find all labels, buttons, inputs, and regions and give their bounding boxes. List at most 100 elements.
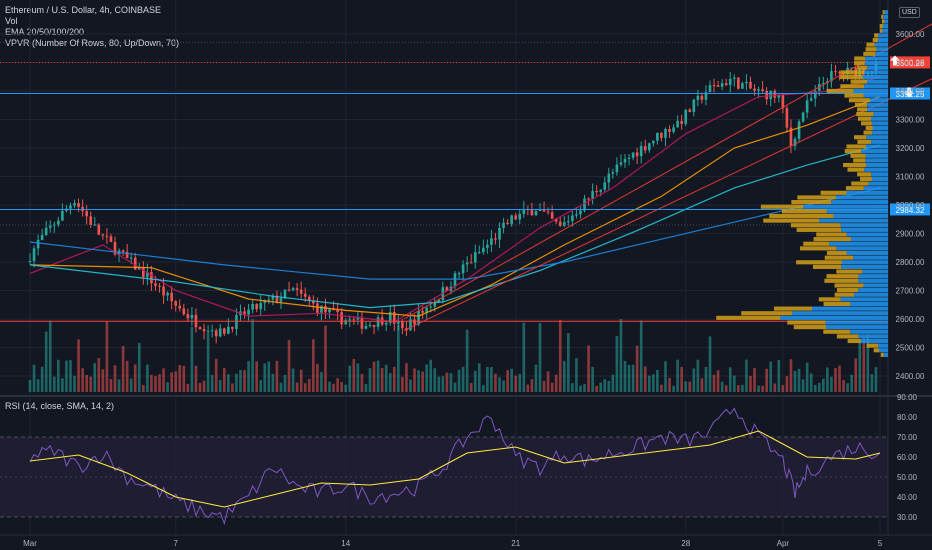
candle-body (603, 182, 607, 190)
candle-body (546, 211, 550, 213)
candle-body (101, 234, 105, 236)
vpvr-row-up (846, 232, 888, 237)
candle-body (121, 250, 125, 252)
vpvr-row-down (853, 158, 866, 163)
vpvr-row-down (847, 167, 865, 172)
volume-bar (222, 367, 226, 392)
volume-bar (534, 364, 538, 392)
candle-body (631, 152, 635, 158)
volume-bar (619, 319, 623, 392)
candle-body (623, 158, 627, 163)
candle-body (558, 221, 562, 226)
candle-body (437, 300, 441, 303)
candle-body (243, 311, 246, 315)
candle-body (348, 319, 352, 321)
vpvr-row-up (875, 51, 888, 56)
candle-body (360, 317, 364, 329)
vpvr-row-up (846, 250, 888, 256)
candle-body (36, 239, 40, 249)
vpvr-row-down (834, 283, 864, 288)
volume-bar (154, 376, 157, 392)
volume-bar (611, 374, 615, 392)
candle-body (150, 272, 153, 284)
candle-body (830, 71, 833, 82)
time-tick-label: 7 (173, 539, 178, 548)
vpvr-row-up (882, 28, 888, 33)
candle-body (550, 212, 554, 219)
volume-bar (785, 376, 789, 392)
volume-bar (433, 368, 437, 392)
vpvr-row-up (803, 204, 888, 209)
vpvr-row-down (857, 116, 871, 121)
vpvr-row-down (857, 172, 872, 177)
vpvr-row-up (863, 93, 888, 98)
vpvr-row-up (841, 227, 888, 232)
volume-bar (125, 360, 129, 392)
candle-body (737, 77, 740, 89)
candle-body (469, 262, 473, 264)
volume-bar (150, 374, 153, 392)
price-label: 3500.28 (896, 59, 925, 68)
rsi-tick-label: 50.00 (897, 473, 918, 482)
candle-body (417, 311, 420, 325)
candle-body (214, 330, 218, 337)
volume-bar (781, 385, 785, 392)
volume-bar (210, 374, 214, 392)
candle-body (267, 299, 271, 301)
candle-body (732, 77, 736, 79)
vpvr-row-up (867, 102, 888, 107)
volume-bar (510, 368, 513, 392)
candle-body (514, 215, 518, 220)
arrow-down-icon (904, 87, 914, 98)
vpvr-row-down (796, 260, 842, 265)
candle-body (190, 314, 194, 319)
price-tick-label: 2400.00 (896, 372, 925, 381)
candle-body (113, 241, 117, 255)
candle-body (186, 314, 190, 319)
candle-body (822, 83, 825, 85)
volume-bar (518, 373, 522, 392)
vpvr-row-up (871, 176, 888, 181)
candle-body (785, 108, 789, 128)
vpvr-row-up (878, 343, 888, 348)
candle-body (680, 120, 683, 124)
time-tick-label: 5 (878, 539, 883, 548)
volume-bar (121, 345, 125, 392)
time-tick-label: 14 (341, 539, 350, 548)
candle-body (773, 90, 777, 98)
volume-bar (380, 368, 384, 392)
vpvr-row-down (844, 149, 862, 154)
price-tick-label: 2800.00 (896, 258, 925, 267)
vpvr-row-down (823, 301, 851, 307)
vpvr-row-up (862, 269, 888, 274)
volume-bar (870, 374, 874, 392)
volume-bar (113, 365, 117, 392)
volume-bar (700, 378, 704, 392)
candle-body (473, 252, 477, 263)
candle-body (413, 319, 416, 325)
candle-body (461, 264, 465, 274)
volume-bar (142, 384, 145, 392)
volume-bar (77, 339, 80, 392)
candle-body (344, 320, 348, 325)
vpvr-row-up (860, 338, 888, 344)
candle-body (105, 235, 109, 237)
vpvr-row-down (816, 232, 847, 237)
volume-bar (409, 379, 412, 392)
vpvr-row-down (865, 47, 877, 52)
candle-body (69, 205, 72, 209)
volume-bar (567, 333, 570, 392)
volume-bar (178, 364, 182, 392)
vpvr-row-up (840, 223, 888, 228)
rsi-tick-label: 40.00 (897, 493, 918, 502)
volume-bar (631, 364, 635, 392)
vpvr-row-down (880, 352, 884, 357)
currency-badge[interactable]: USD (899, 7, 920, 18)
vpvr-row-up (826, 209, 888, 214)
volume-bar (708, 336, 712, 392)
vpvr-row-down (881, 14, 884, 19)
vpvr-row-down (863, 51, 876, 56)
candle-body (656, 132, 659, 141)
volume-bar (360, 373, 364, 392)
